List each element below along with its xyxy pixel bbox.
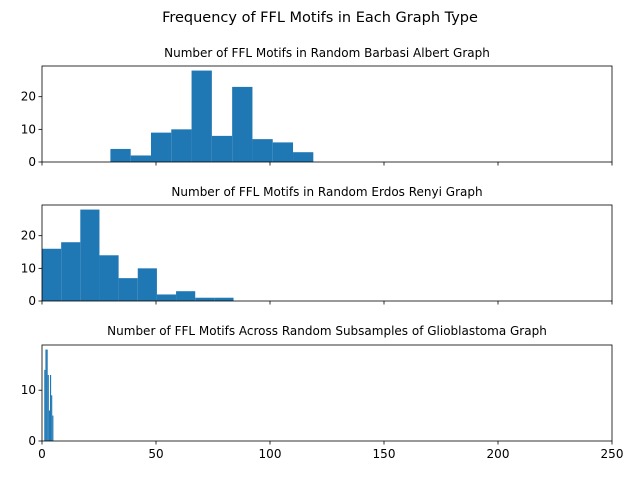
figure-title: Frequency of FFL Motifs in Each Graph Ty… — [162, 10, 478, 26]
histogram-bar — [99, 255, 119, 301]
histogram-bar — [44, 369, 46, 441]
subplot-title-erdos-renyi: Number of FFL Motifs in Random Erdos Ren… — [171, 185, 482, 199]
yticks-glioblastoma: 0 10 — [21, 383, 42, 448]
histogram-bar — [46, 349, 48, 441]
yticks-barabasi-albert: 0 10 20 — [21, 90, 42, 169]
yticks-erdos-renyi: 0 10 20 — [21, 229, 42, 308]
y-tick-label: 10 — [21, 122, 36, 136]
subplot-erdos-renyi: Number of FFL Motifs in Random Erdos Ren… — [21, 185, 613, 308]
histogram-bar — [171, 129, 192, 162]
histogram-bar — [232, 86, 253, 162]
histogram-bar — [49, 374, 52, 441]
x-tick-label: 0 — [38, 447, 46, 461]
histogram-bar — [214, 297, 234, 301]
y-tick-label: 20 — [21, 229, 36, 243]
histogram-bar — [130, 155, 151, 162]
y-tick-label: 10 — [21, 383, 36, 397]
y-tick-label: 20 — [21, 90, 36, 104]
bars-barabasi-albert — [110, 70, 314, 162]
axes-frame-barabasi-albert — [41, 65, 613, 163]
histogram-bar — [156, 294, 177, 301]
histogram-bar — [51, 395, 53, 441]
xticks-glioblastoma: 0 50 100 150 200 250 — [38, 441, 623, 461]
axes-frame-glioblastoma — [41, 344, 613, 442]
subplot-title-glioblastoma: Number of FFL Motifs Across Random Subsa… — [107, 324, 547, 338]
bars-erdos-renyi — [42, 209, 234, 301]
histogram-bar — [272, 142, 294, 162]
histogram-bar — [80, 209, 100, 301]
subplot-barabasi-albert: Number of FFL Motifs in Random Barbasi A… — [21, 46, 613, 169]
x-tick-label: 250 — [601, 447, 624, 461]
histogram-bar — [150, 132, 172, 162]
bars-glioblastoma — [44, 349, 54, 441]
histogram-bar — [52, 415, 54, 441]
x-tick-label: 100 — [259, 447, 282, 461]
x-tick-label: 200 — [487, 447, 510, 461]
y-tick-label: 0 — [28, 434, 36, 448]
subplot-title-barabasi-albert: Number of FFL Motifs in Random Barbasi A… — [164, 46, 490, 60]
histogram-bar — [42, 248, 62, 301]
y-tick-label: 0 — [28, 155, 36, 169]
histogram-bar — [191, 70, 212, 162]
axes-frame-erdos-renyi — [41, 204, 613, 302]
x-tick-label: 150 — [373, 447, 396, 461]
x-tick-label: 50 — [148, 447, 163, 461]
xticks-barabasi-albert — [41, 162, 613, 166]
y-tick-label: 0 — [28, 294, 36, 308]
histogram-bar — [47, 374, 49, 441]
histogram-bar — [110, 148, 131, 162]
histogram-bar — [48, 410, 50, 441]
subplot-glioblastoma: Number of FFL Motifs Across Random Subsa… — [21, 324, 624, 461]
histogram-bar — [195, 297, 215, 301]
xticks-erdos-renyi — [41, 301, 613, 305]
histogram-bar — [118, 278, 138, 301]
y-tick-label: 10 — [21, 261, 36, 275]
histogram-bar — [45, 349, 47, 441]
histogram-bar — [252, 139, 273, 162]
histogram-bar — [211, 135, 233, 162]
histogram-bar — [137, 268, 157, 301]
histogram-bar — [176, 291, 196, 301]
histogram-bar — [293, 152, 314, 162]
histogram-bar — [61, 242, 81, 301]
